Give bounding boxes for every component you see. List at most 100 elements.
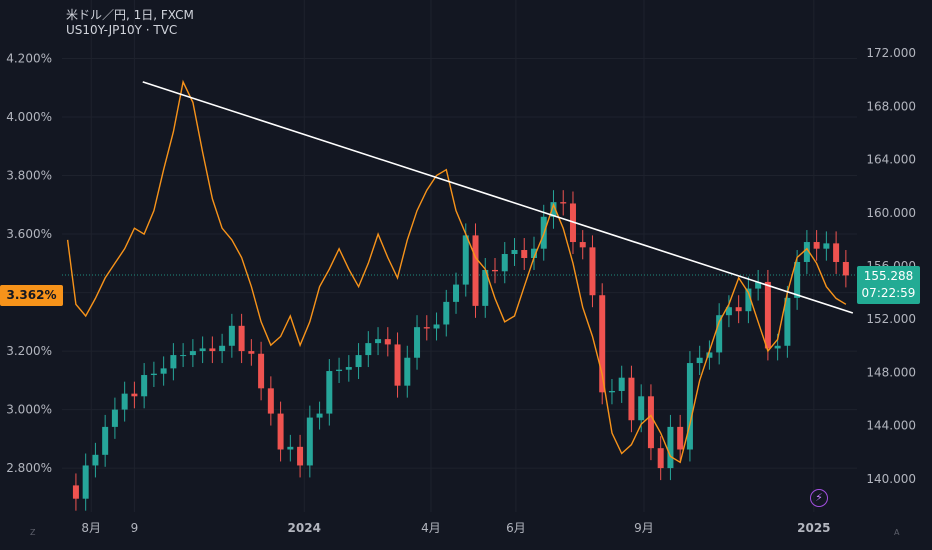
- spread-last-value-tag: 3.362%: [0, 285, 63, 306]
- candle-body: [111, 409, 118, 427]
- time-tick-label: 2024: [288, 521, 321, 535]
- right-tick-label: 164.000: [866, 153, 916, 167]
- candle-body: [628, 377, 635, 421]
- candle-body: [647, 396, 654, 449]
- candle-body: [803, 242, 810, 262]
- candle-body: [297, 446, 304, 466]
- candle-body: [384, 339, 391, 345]
- candle-body: [716, 315, 723, 353]
- time-tick-label: 9: [131, 521, 139, 535]
- left-tick-label: 3.800%: [6, 169, 52, 183]
- corner-right-label[interactable]: A: [894, 528, 900, 537]
- candle-body: [228, 325, 235, 346]
- price-last-value: 155.288: [863, 269, 914, 283]
- candle-body: [842, 261, 849, 276]
- candle-body: [258, 353, 265, 389]
- candle-body: [355, 355, 362, 368]
- legend-spread-line[interactable]: US10Y-JP10Y · TVC: [66, 23, 178, 37]
- right-tick-label: 172.000: [866, 46, 916, 60]
- candle-body: [823, 243, 830, 249]
- left-tick-label: 2.800%: [6, 461, 52, 475]
- candle-body: [326, 371, 333, 414]
- time-tick-label: 6月: [506, 521, 526, 535]
- candle-body: [345, 367, 352, 370]
- left-tick-label: 4.000%: [6, 110, 52, 124]
- bar-countdown: 07:22:59: [861, 286, 916, 300]
- candle-body: [209, 348, 216, 352]
- candle-body: [745, 288, 752, 312]
- candle-body: [589, 247, 596, 296]
- candle-body: [92, 454, 99, 466]
- candle-body: [238, 325, 245, 352]
- candle-body: [706, 352, 713, 358]
- candle-body: [287, 446, 294, 450]
- right-tick-label: 168.000: [866, 99, 916, 113]
- candle-body: [677, 426, 684, 450]
- candle-body: [316, 413, 323, 418]
- right-tick-label: 144.000: [866, 419, 916, 433]
- legend-symbol-line[interactable]: 米ドル／円, 1日, FXCM: [66, 8, 194, 22]
- candle-body: [394, 344, 401, 386]
- candle-body: [180, 355, 187, 357]
- right-tick-label: 148.000: [866, 365, 916, 379]
- candle-body: [657, 448, 664, 469]
- candle-body: [423, 327, 430, 329]
- candle-body: [579, 242, 586, 248]
- candle-body: [82, 465, 89, 499]
- candle-body: [375, 339, 382, 344]
- candle-body: [336, 369, 343, 372]
- candle-body: [472, 235, 479, 306]
- candle-body: [121, 393, 128, 410]
- candle-body: [560, 202, 567, 204]
- right-tick-label: 140.000: [866, 472, 916, 486]
- candle-body: [521, 250, 528, 258]
- candle-body: [462, 235, 469, 285]
- candle-body: [433, 324, 440, 329]
- candle-body: [199, 348, 206, 352]
- candle-body: [550, 202, 557, 217]
- spread-series-line: [66, 79, 847, 464]
- chart-legend: 米ドル／円, 1日, FXCM US10Y-JP10Y · TVC: [66, 8, 194, 38]
- lightning-icon[interactable]: ⚡: [810, 489, 828, 507]
- candle-body: [686, 363, 693, 450]
- candle-body: [189, 351, 196, 356]
- candle-body: [170, 355, 177, 369]
- candle-body: [755, 281, 762, 289]
- right-tick-label: 160.000: [866, 206, 916, 220]
- candle-body: [774, 345, 781, 349]
- left-tick-label: 3.000%: [6, 403, 52, 417]
- candle-body: [443, 301, 450, 325]
- candle-body: [530, 248, 537, 258]
- candle-body: [794, 261, 801, 298]
- candle-body: [306, 417, 313, 466]
- candle-body: [696, 357, 703, 364]
- candle-body: [365, 343, 372, 356]
- candle-body: [608, 390, 615, 393]
- corner-left-label[interactable]: Z: [30, 528, 36, 537]
- candle-body: [248, 351, 255, 354]
- candle-body: [501, 254, 508, 272]
- candle-body: [784, 297, 791, 346]
- candle-body: [150, 373, 157, 376]
- candle-body: [599, 295, 606, 393]
- candle-body: [482, 269, 489, 306]
- candle-body: [492, 269, 499, 272]
- candle-body: [141, 375, 148, 397]
- time-axis: 8月 9 2024 4月 6月 9月 2025: [81, 521, 830, 535]
- candle-body: [667, 426, 674, 469]
- candle-body: [725, 307, 732, 316]
- time-tick-label: 4月: [421, 521, 441, 535]
- candle-body: [219, 345, 226, 352]
- candle-body: [618, 377, 625, 391]
- candle-body: [277, 413, 284, 450]
- right-tick-label: 152.000: [866, 312, 916, 326]
- candle-body: [160, 368, 167, 374]
- candle-body: [764, 281, 771, 349]
- price-last-value-tag: 155.288 07:22:59: [857, 266, 920, 304]
- candle-body: [404, 357, 411, 386]
- trendline[interactable]: [142, 81, 854, 314]
- candle-body: [453, 284, 460, 302]
- candle-body: [102, 426, 109, 455]
- left-tick-label: 3.200%: [6, 344, 52, 358]
